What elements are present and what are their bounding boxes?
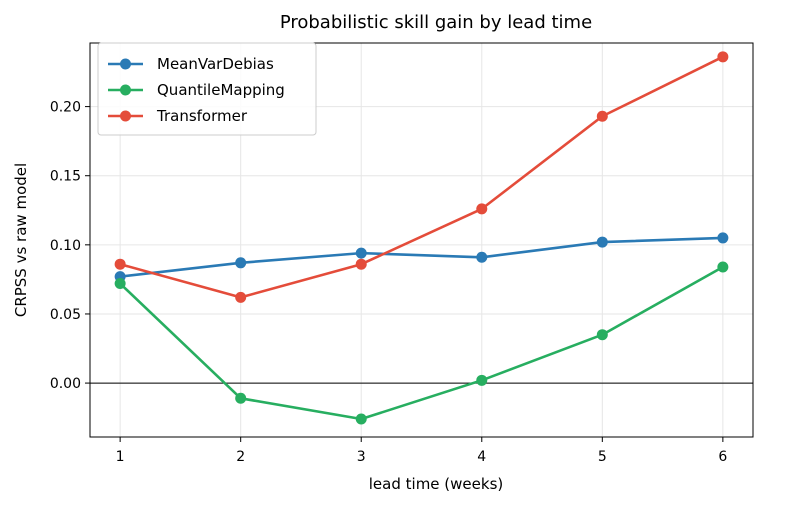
data-point-meanvardebias [235,257,247,269]
x-tick-label: 1 [116,449,125,465]
x-axis-ticks: 1 2 3 4 5 6 [116,437,727,465]
data-point-quantilemapping [476,374,488,386]
data-point-transformer [235,291,247,303]
legend-item-transformer: Transformer [108,107,248,125]
data-point-quantilemapping [717,261,729,273]
y-axis-ticks: 0.00 0.05 0.10 0.15 0.20 [50,100,90,392]
y-axis-label: CRPSS vs raw model [12,163,30,317]
data-point-meanvardebias [596,236,608,248]
data-point-quantilemapping [596,329,608,341]
x-tick-label: 5 [598,449,607,465]
data-point-quantilemapping [355,413,367,425]
y-tick-label: 0.15 [50,169,81,185]
legend-label: Transformer [156,107,248,125]
y-tick-label: 0.10 [50,238,81,254]
data-point-transformer [596,110,608,122]
x-axis-label: lead time (weeks) [369,475,503,493]
legend-item-quantilemapping: QuantileMapping [108,81,285,99]
y-tick-label: 0.20 [50,100,81,116]
plot-area-frame [89,42,754,438]
chart-title: Probabilistic skill gain by lead time [280,12,592,33]
series-quantilemapping [114,261,729,425]
legend-swatch-marker [120,58,131,70]
legend-label: MeanVarDebias [157,55,274,73]
legend-item-meanvardebias: MeanVarDebias [108,55,274,73]
data-point-quantilemapping [114,278,126,290]
x-tick-label: 3 [357,449,366,465]
legend-box [97,42,317,136]
legend: MeanVarDebias QuantileMapping Transformer [97,42,317,136]
data-point-transformer [717,51,729,63]
data-point-transformer [476,203,488,215]
data-point-transformer [355,258,367,270]
series-line-quantilemapping [118,265,725,421]
y-tick-label: 0.00 [50,376,81,392]
legend-label: QuantileMapping [157,81,285,99]
series-layer [114,51,729,425]
y-tick-label: 0.05 [50,307,81,323]
x-tick-label: 2 [236,449,245,465]
series-line-transformer [118,55,725,299]
x-tick-label: 6 [718,449,727,465]
data-point-quantilemapping [235,392,247,404]
legend-swatch-marker [120,84,131,96]
series-transformer [114,51,729,303]
data-point-meanvardebias [476,251,488,263]
data-point-transformer [114,258,126,270]
data-point-meanvardebias [355,247,367,259]
series-meanvardebias [114,232,729,283]
legend-swatch-marker [120,110,131,122]
data-point-meanvardebias [717,232,729,244]
series-line-meanvardebias [118,236,725,278]
x-tick-label: 4 [477,449,486,465]
